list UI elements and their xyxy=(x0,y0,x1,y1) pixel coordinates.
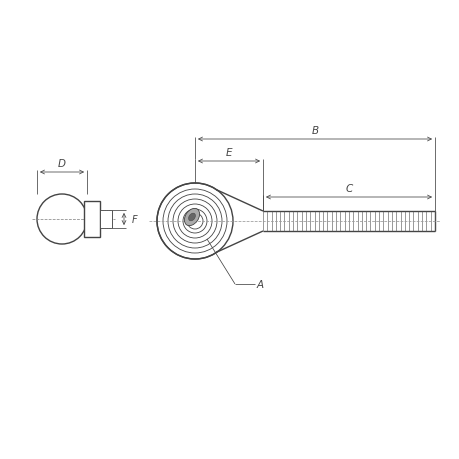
Ellipse shape xyxy=(188,213,195,221)
Text: B: B xyxy=(311,126,318,136)
Text: F: F xyxy=(132,214,137,224)
Ellipse shape xyxy=(184,209,199,226)
Bar xyxy=(100,211,112,229)
Circle shape xyxy=(157,184,233,259)
Text: A: A xyxy=(257,280,263,289)
Text: E: E xyxy=(225,148,232,157)
Bar xyxy=(84,202,100,237)
Text: C: C xyxy=(345,184,352,194)
Text: D: D xyxy=(58,159,66,168)
Circle shape xyxy=(37,195,87,245)
